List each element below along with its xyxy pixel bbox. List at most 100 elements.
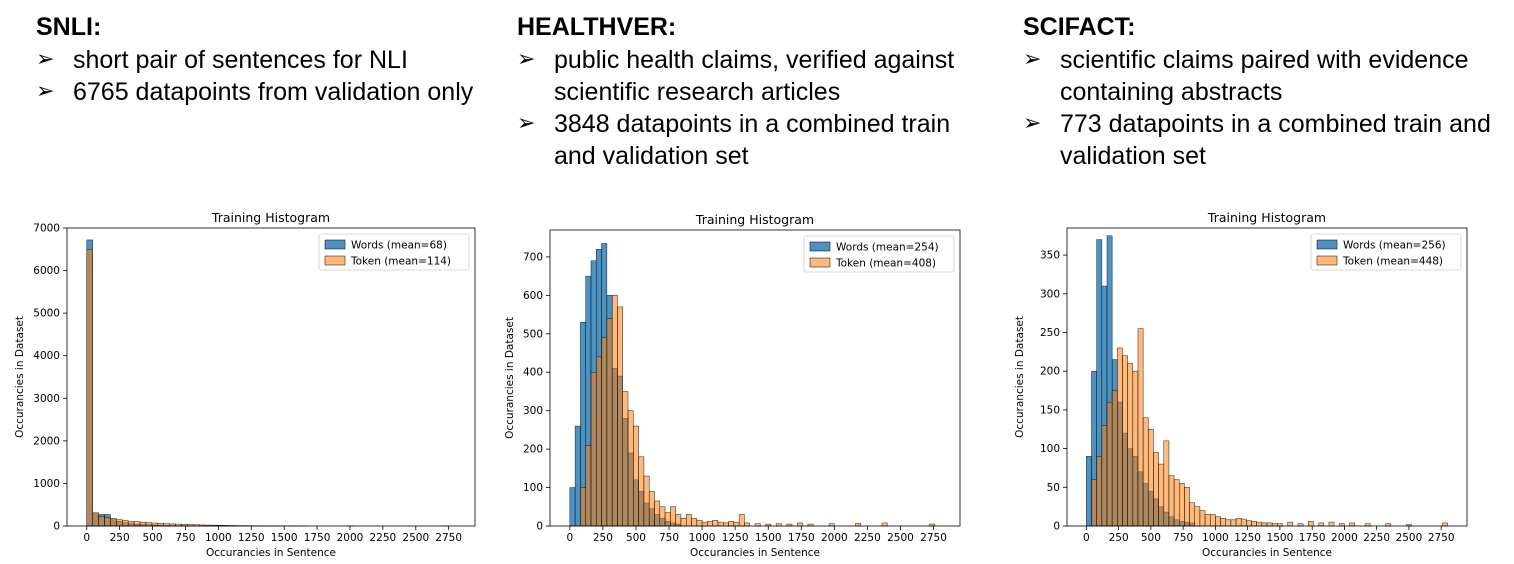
histogram-bar: [1127, 363, 1134, 527]
histogram-bar: [1220, 518, 1226, 527]
x-tick-label: 750: [175, 532, 195, 544]
chart-title: Training Histogram: [1207, 210, 1326, 225]
histogram-bar: [728, 521, 735, 527]
histogram-bar: [797, 522, 803, 527]
y-tick-label: 1000: [33, 478, 60, 490]
histogram-bar: [627, 410, 634, 527]
histogram-bar: [151, 522, 159, 527]
y-tick-label: 700: [523, 251, 543, 263]
legend-label: Token (mean=408): [835, 258, 936, 270]
histogram-bar: [670, 506, 676, 527]
legend-label: Words (mean=68): [351, 240, 447, 252]
histogram-bar: [157, 522, 164, 527]
histogram-bar: [1137, 328, 1144, 527]
x-tick-label: 1500: [755, 532, 782, 544]
histogram-bar: [712, 519, 719, 527]
arrow-bullet-icon: ➢: [1023, 47, 1042, 72]
histogram-bar: [691, 518, 698, 527]
histogram-bar: [601, 337, 608, 527]
legend-label: Token (mean=114): [350, 256, 451, 268]
y-axis-label: Occurancies in Dataset: [1014, 316, 1026, 438]
histogram-bar: [1349, 522, 1355, 527]
histogram-bar: [648, 491, 655, 527]
bullet-text: scientific claims paired with evidence c…: [1060, 46, 1469, 106]
y-tick-label: 200: [523, 444, 543, 456]
x-tick-label: 0: [1083, 532, 1090, 544]
histogram-bar: [1132, 370, 1139, 527]
y-tick-label: 0: [53, 521, 60, 533]
histogram-bar: [1106, 401, 1113, 527]
arrow-bullet-icon: ➢: [1023, 111, 1042, 136]
x-tick-label: 1250: [238, 532, 265, 544]
x-axis-label: Occurancies in Sentence: [206, 547, 336, 559]
x-tick-label: 750: [659, 532, 679, 544]
histogram-bar: [86, 249, 93, 527]
chart-title: Training Histogram: [211, 210, 330, 225]
histogram-bar: [1179, 483, 1185, 527]
x-tick-label: 500: [143, 532, 163, 544]
arrow-bullet-icon: ➢: [517, 47, 536, 72]
x-tick-label: 1750: [1299, 532, 1326, 544]
histogram-bar: [717, 521, 724, 527]
bullet-list: ➢ public health claims, verified against …: [517, 44, 967, 172]
bullet-item: ➢ 6765 datapoints from validation only: [36, 76, 476, 108]
x-tick-label: 0: [83, 532, 90, 544]
histogram-bar: [1184, 487, 1190, 527]
histogram-bar: [1158, 463, 1165, 527]
x-tick-label: 1000: [689, 532, 716, 544]
histogram-bar: [1086, 456, 1092, 527]
histogram-chart-snli: Training Histogram 0 250 500 750 1000 1250 1500…: [14, 210, 476, 559]
histogram-bar: [590, 371, 597, 527]
panel-scifact: SCIFACT: ➢ scientific claims paired with …: [1023, 12, 1493, 172]
y-tick-label: 2000: [33, 435, 60, 447]
x-tick-label: 2750: [1428, 532, 1455, 544]
histogram-bar: [122, 520, 129, 527]
x-tick-label: 2500: [1396, 532, 1423, 544]
x-tick-label: 2000: [337, 532, 364, 544]
arrow-bullet-icon: ➢: [36, 79, 55, 104]
histogram-bar: [133, 521, 141, 527]
histogram-bar: [580, 487, 586, 527]
histogram-bar: [733, 521, 740, 527]
y-tick-label: 500: [523, 328, 543, 340]
histogram-bar: [1256, 521, 1263, 527]
legend-box: [803, 235, 955, 273]
histogram-bar: [110, 518, 117, 527]
histogram-bar: [696, 519, 703, 527]
y-axis-label: Occurancies in Dataset: [504, 317, 516, 439]
histogram-bar: [1209, 514, 1216, 527]
y-tick-label: 100: [523, 482, 543, 494]
panel-heading: SNLI:: [36, 13, 102, 41]
x-tick-label: 1500: [271, 532, 298, 544]
histogram-bar: [1204, 514, 1211, 527]
histogram-bar: [738, 514, 745, 527]
histogram-bar: [139, 521, 147, 527]
y-tick-label: 0: [1053, 521, 1060, 533]
histogram-bar: [1215, 516, 1221, 527]
histogram-bar: [1251, 521, 1257, 527]
x-axis-label: Occurancies in Sentence: [1202, 547, 1332, 559]
x-tick-label: 2750: [435, 532, 462, 544]
x-tick-label: 1250: [722, 532, 749, 544]
legend-swatch: [324, 255, 346, 266]
x-tick-label: 2000: [1331, 532, 1358, 544]
x-tick-label: 1000: [205, 532, 232, 544]
bullet-item: ➢ scientific claims paired with evidence …: [1023, 44, 1493, 108]
x-tick-label: 250: [593, 532, 613, 544]
x-tick-label: 1000: [1202, 532, 1229, 544]
panel-healthver: HEALTHVER: ➢ public health claims, verifi…: [517, 12, 967, 172]
histogram-bar: [638, 456, 645, 527]
x-tick-label: 2750: [920, 532, 947, 544]
histogram-bar: [1096, 456, 1103, 527]
y-tick-label: 50: [1047, 482, 1060, 494]
histogram-bar: [617, 306, 623, 527]
histogram-bar: [1199, 510, 1206, 527]
x-tick-label: 2250: [854, 532, 881, 544]
histogram-bar: [1168, 475, 1175, 527]
histogram-bar: [855, 523, 862, 527]
bullet-item: ➢ 773 datapoints in a combined train and …: [1023, 108, 1493, 172]
x-tick-label: 1750: [304, 532, 331, 544]
histogram-bar: [127, 521, 135, 527]
bullet-item: ➢ public health claims, verified against …: [517, 44, 967, 108]
